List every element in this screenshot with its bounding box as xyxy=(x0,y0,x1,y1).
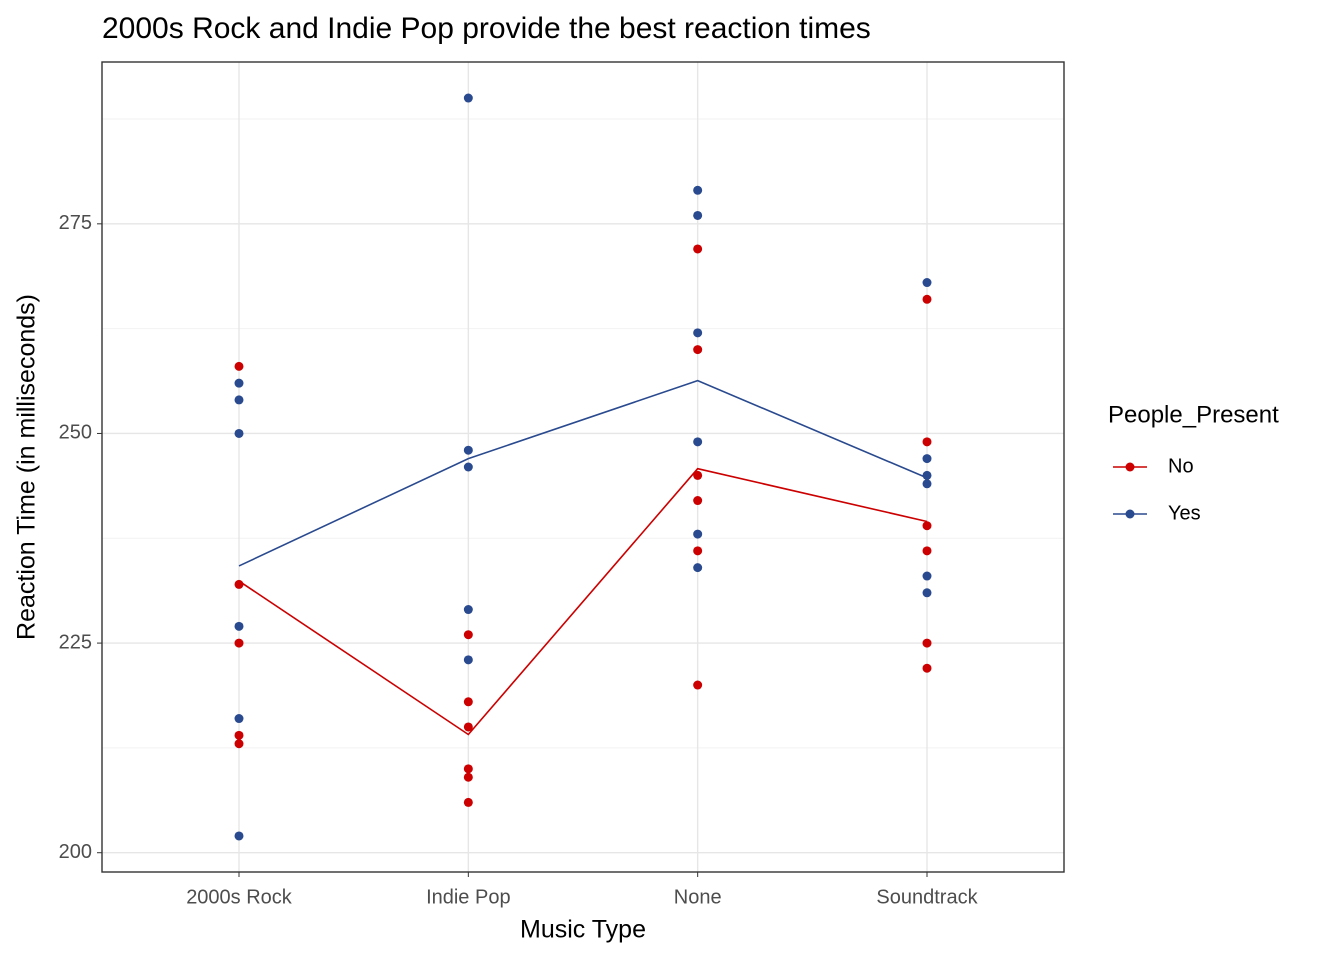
point xyxy=(922,437,932,447)
point xyxy=(234,361,244,371)
point xyxy=(463,655,473,665)
point xyxy=(234,831,244,841)
x-tick-label: None xyxy=(674,886,722,908)
point xyxy=(463,722,473,732)
point xyxy=(693,680,703,690)
point xyxy=(693,210,703,220)
point xyxy=(234,739,244,749)
legend-key-point xyxy=(1125,509,1135,519)
point xyxy=(922,663,932,673)
y-tick-label: 275 xyxy=(59,212,92,234)
point xyxy=(463,93,473,103)
mean-line xyxy=(238,379,928,567)
legend-label: No xyxy=(1168,455,1194,477)
y-tick-label: 200 xyxy=(59,841,92,863)
y-tick-label: 225 xyxy=(59,631,92,653)
plot-background xyxy=(102,62,1064,872)
point xyxy=(922,571,932,581)
legend-title: People_Present xyxy=(1108,401,1279,428)
point xyxy=(922,638,932,648)
y-axis-label: Reaction Time (in milliseconds) xyxy=(13,294,41,640)
legend-key-point xyxy=(1125,462,1135,472)
point xyxy=(463,697,473,707)
point xyxy=(234,730,244,740)
point xyxy=(234,579,244,589)
point xyxy=(234,428,244,438)
point xyxy=(922,546,932,556)
x-tick-label: Indie Pop xyxy=(426,886,511,908)
x-axis-label: Music Type xyxy=(520,916,646,944)
point xyxy=(922,479,932,489)
point xyxy=(922,588,932,598)
point xyxy=(693,328,703,338)
point xyxy=(693,529,703,539)
plot-border xyxy=(101,61,1065,873)
mean-line xyxy=(238,467,928,736)
x-tick-label: Soundtrack xyxy=(876,886,978,908)
y-tick-label: 250 xyxy=(59,422,92,444)
point xyxy=(463,797,473,807)
point xyxy=(922,470,932,480)
x-tick-label: 2000s Rock xyxy=(186,886,293,908)
point xyxy=(693,546,703,556)
point xyxy=(234,638,244,648)
point xyxy=(922,294,932,304)
point xyxy=(463,462,473,472)
point xyxy=(234,378,244,388)
point xyxy=(922,454,932,464)
point xyxy=(234,621,244,631)
point xyxy=(922,521,932,531)
point xyxy=(693,470,703,480)
point xyxy=(693,563,703,573)
point xyxy=(693,496,703,506)
point xyxy=(463,772,473,782)
point xyxy=(463,445,473,455)
point xyxy=(693,437,703,447)
point xyxy=(463,605,473,615)
point xyxy=(463,764,473,774)
legend-label: Yes xyxy=(1168,502,1201,524)
point xyxy=(693,185,703,195)
point xyxy=(922,278,932,288)
point xyxy=(463,630,473,640)
point xyxy=(693,244,703,254)
chart-title: 2000s Rock and Indie Pop provide the bes… xyxy=(102,12,871,45)
point xyxy=(234,395,244,405)
point xyxy=(693,345,703,355)
point xyxy=(234,714,244,724)
